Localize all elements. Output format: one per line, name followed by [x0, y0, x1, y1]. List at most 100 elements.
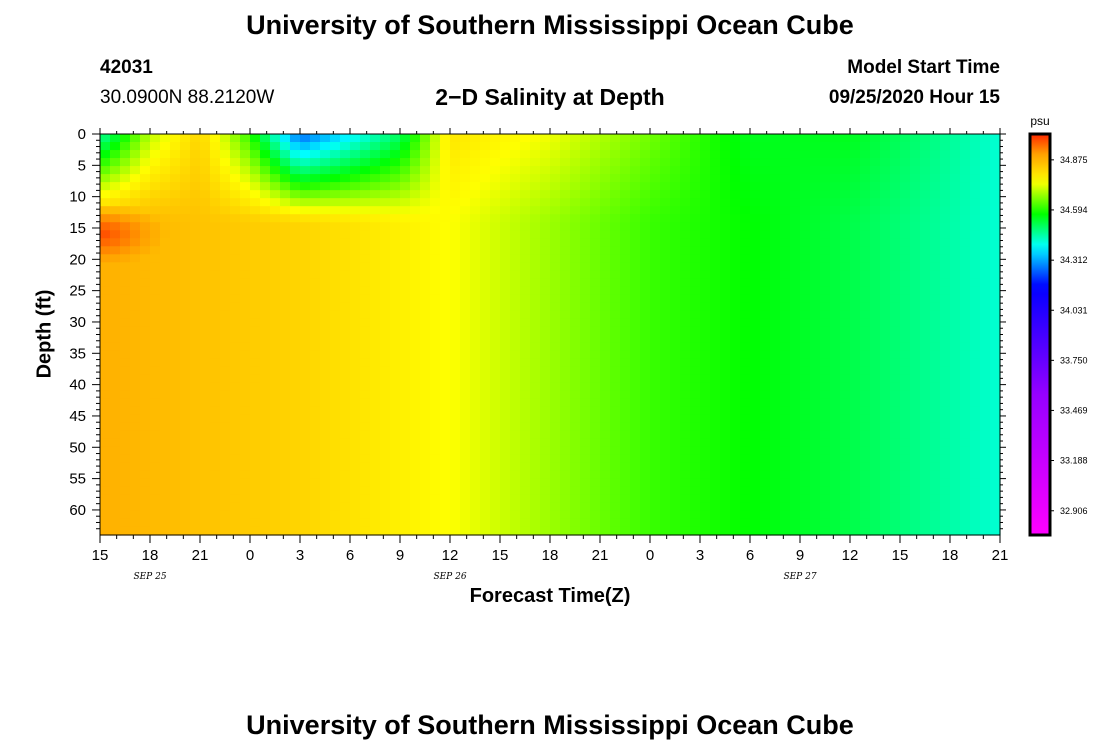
heatmap-cell: [100, 246, 111, 255]
heatmap-cell: [310, 390, 321, 400]
heatmap-cell: [820, 302, 831, 312]
heatmap-cell: [370, 446, 381, 456]
heatmap-cell: [530, 462, 541, 472]
heatmap-cell: [980, 294, 991, 304]
heatmap-cell: [880, 222, 891, 231]
heatmap-cell: [270, 406, 281, 416]
heatmap-cell: [410, 510, 421, 520]
heatmap-cell: [440, 294, 451, 304]
heatmap-cell: [700, 214, 711, 223]
heatmap-cell: [440, 454, 451, 464]
heatmap-cell: [990, 214, 1001, 223]
heatmap-cell: [260, 246, 271, 255]
heatmap-cell: [410, 422, 421, 432]
heatmap-cell: [300, 406, 311, 416]
heatmap-cell: [330, 358, 341, 368]
heatmap-cell: [610, 398, 621, 408]
heatmap-cell: [360, 286, 371, 295]
heatmap-cell: [370, 390, 381, 400]
heatmap-cell: [270, 526, 281, 536]
heatmap-cell: [270, 246, 281, 255]
heatmap-cell: [660, 182, 671, 191]
heatmap-cell: [320, 302, 331, 312]
heatmap-cell: [960, 366, 971, 376]
heatmap-cell: [450, 254, 461, 263]
heatmap-cell: [600, 182, 611, 191]
heatmap-cell: [980, 182, 991, 191]
heatmap-cell: [190, 414, 201, 424]
heatmap-cell: [230, 358, 241, 368]
heatmap-cell: [440, 166, 451, 175]
heatmap-cell: [280, 190, 291, 199]
heatmap-cell: [630, 438, 641, 448]
heatmap-cell: [240, 174, 251, 183]
heatmap-cell: [290, 518, 301, 528]
heatmap-cell: [770, 158, 781, 167]
heatmap-cell: [200, 326, 211, 336]
heatmap-cell: [200, 142, 211, 151]
heatmap-cell: [710, 190, 721, 199]
heatmap-cell: [320, 326, 331, 336]
heatmap-cell: [470, 198, 481, 207]
heatmap-cell: [780, 342, 791, 352]
heatmap-cell: [890, 254, 901, 263]
heatmap-cell: [830, 398, 841, 408]
heatmap-cell: [100, 390, 111, 400]
heatmap-cell: [960, 318, 971, 328]
heatmap-cell: [490, 390, 501, 400]
heatmap-cell: [550, 510, 561, 520]
heatmap-cell: [750, 134, 761, 143]
heatmap-cell: [390, 302, 401, 312]
heatmap-cell: [780, 166, 791, 175]
heatmap-cell: [540, 198, 551, 207]
heatmap-cell: [610, 414, 621, 424]
heatmap-cell: [870, 142, 881, 151]
heatmap-cell: [720, 382, 731, 392]
heatmap-cell: [700, 158, 711, 167]
heatmap-cell: [960, 270, 971, 279]
heatmap-cell: [400, 502, 411, 512]
heatmap-cell: [530, 214, 541, 223]
heatmap-cell: [970, 526, 981, 536]
heatmap-cell: [980, 238, 991, 247]
heatmap-cell: [410, 366, 421, 376]
heatmap-cell: [760, 238, 771, 247]
heatmap-cell: [180, 134, 191, 143]
heatmap-cell: [340, 166, 351, 175]
heatmap-cell: [800, 374, 811, 384]
heatmap-cell: [800, 278, 811, 287]
heatmap-cell: [540, 166, 551, 175]
heatmap-cell: [440, 526, 451, 536]
heatmap-cell: [810, 246, 821, 255]
heatmap-cell: [680, 398, 691, 408]
heatmap-cell: [110, 214, 121, 223]
heatmap-cell: [330, 326, 341, 336]
heatmap-cell: [620, 358, 631, 368]
heatmap-cell: [460, 358, 471, 368]
heatmap-cell: [640, 462, 651, 472]
heatmap-cell: [710, 174, 721, 183]
heatmap-cell: [710, 526, 721, 536]
heatmap-cell: [300, 318, 311, 328]
heatmap-cell: [360, 406, 371, 416]
heatmap-cell: [250, 478, 261, 488]
heatmap-cell: [500, 166, 511, 175]
heatmap-cell: [150, 382, 161, 392]
y-tick-label: 0: [78, 126, 86, 143]
heatmap-cell: [690, 246, 701, 255]
heatmap-cell: [390, 318, 401, 328]
heatmap-cell: [990, 310, 1001, 320]
heatmap-cell: [750, 494, 761, 504]
heatmap-cell: [330, 342, 341, 352]
heatmap-cell: [840, 478, 851, 488]
heatmap-cell: [690, 150, 701, 159]
heatmap-cell: [980, 214, 991, 223]
heatmap-cell: [700, 414, 711, 424]
heatmap-cell: [210, 406, 221, 416]
heatmap-cell: [360, 518, 371, 528]
heatmap-cell: [260, 494, 271, 504]
heatmap-cell: [630, 334, 641, 344]
heatmap-cell: [560, 238, 571, 247]
heatmap-cell: [960, 438, 971, 448]
heatmap-cell: [310, 398, 321, 408]
